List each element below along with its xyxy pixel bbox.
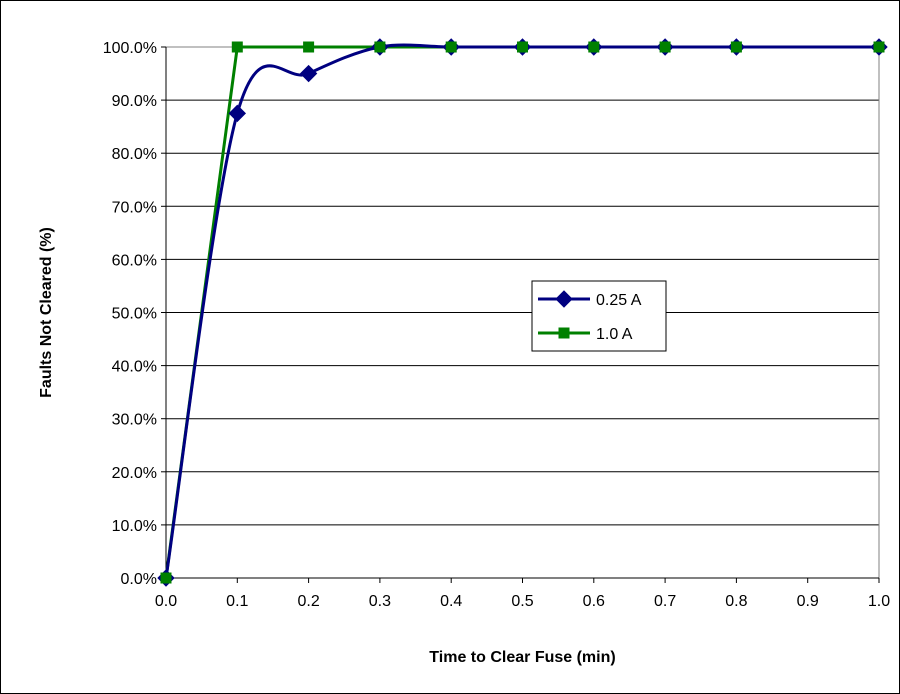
- data-point-1-0a: [517, 41, 528, 53]
- x-tick-label: 0.9: [797, 593, 819, 610]
- data-point-0-25a: [228, 104, 247, 123]
- y-tick-label: 20.0%: [112, 465, 157, 482]
- y-tick-label: 40.0%: [112, 359, 157, 376]
- x-axis: 0.0 0.1 0.2 0.3 0.4 0.5 0.6 0.7 0.8 0.9 1.0: [155, 577, 890, 610]
- y-tick-label: 30.0%: [112, 412, 157, 429]
- y-axis: 0.0% 10.0% 20.0% 30.0% 40.0% 50.0% 60.0% 70.0% 8…: [103, 40, 167, 588]
- y-tick-label: 90.0%: [112, 93, 157, 110]
- x-tick-label: 0.5: [511, 593, 533, 610]
- x-tick-label: 0.8: [725, 593, 747, 610]
- data-point-1-0a: [588, 41, 600, 53]
- data-point-1-0a: [873, 41, 885, 53]
- y-tick-label: 50.0%: [112, 306, 157, 323]
- y-axis-title: Faults Not Cleared (%): [38, 227, 55, 398]
- x-tick-label: 0.0: [155, 593, 177, 610]
- x-tick-label: 0.7: [654, 593, 676, 610]
- data-point-1-0a: [730, 41, 742, 53]
- series-layer: [157, 38, 888, 587]
- legend-swatch-marker: [558, 327, 570, 339]
- legend-label: 1.0 A: [596, 326, 633, 343]
- x-tick-label: 0.6: [583, 593, 605, 610]
- data-point-1-0a: [303, 41, 315, 53]
- x-tick-label: 0.4: [440, 593, 462, 610]
- series-line-0-25a: [164, 43, 879, 579]
- data-point-1-0a: [231, 41, 243, 53]
- y-tick-label: 10.0%: [112, 518, 157, 535]
- data-point-1-0a: [160, 572, 172, 584]
- data-point-1-0a: [659, 41, 671, 53]
- legend: 0.25 A 1.0 A: [531, 280, 667, 352]
- y-tick-label: 100.0%: [103, 40, 157, 57]
- x-tick-label: 0.1: [226, 593, 248, 610]
- grid-lines: [166, 46, 879, 526]
- data-point-0-25a: [299, 64, 318, 83]
- y-tick-label: 70.0%: [112, 199, 157, 216]
- data-point-1-0a: [445, 41, 457, 53]
- y-tick-label: 0.0%: [121, 571, 157, 588]
- x-axis-title: Time to Clear Fuse (min): [429, 649, 615, 666]
- x-tick-label: 0.3: [369, 593, 391, 610]
- legend-swatch-marker: [555, 290, 573, 308]
- y-tick-label: 60.0%: [112, 252, 157, 269]
- legend-label: 0.25 A: [596, 292, 642, 309]
- y-tick-label: 80.0%: [112, 146, 157, 163]
- data-point-1-0a: [374, 41, 386, 53]
- legend-box: [531, 280, 667, 352]
- x-tick-label: 0.2: [297, 593, 319, 610]
- x-tick-label: 1.0: [868, 593, 890, 610]
